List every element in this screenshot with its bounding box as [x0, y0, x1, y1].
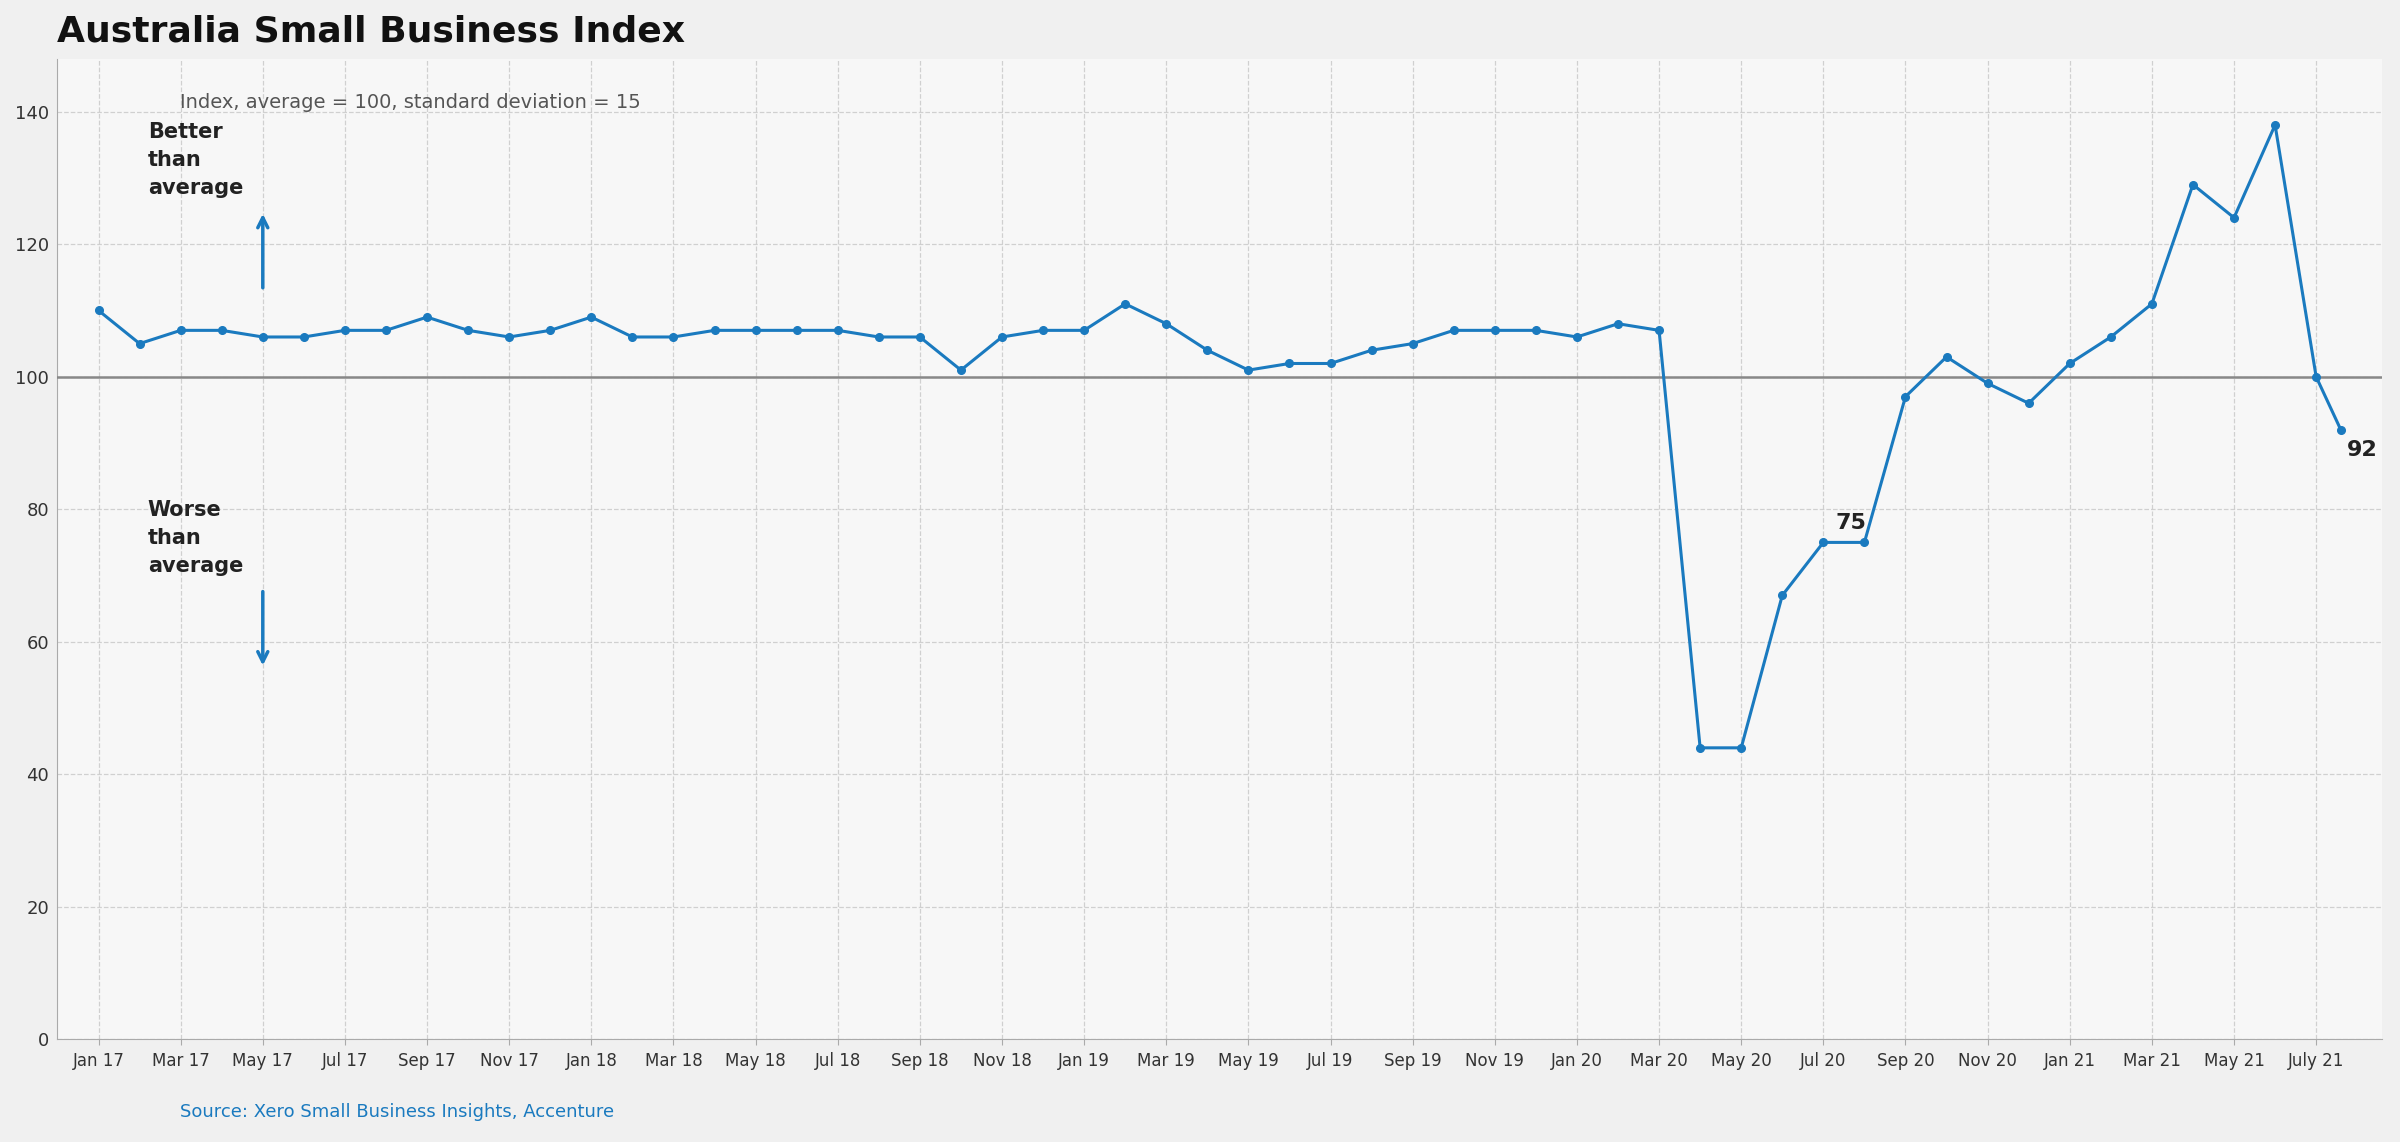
Text: 75: 75: [1836, 513, 1867, 533]
Text: Source: Xero Small Business Insights, Accenture: Source: Xero Small Business Insights, Ac…: [180, 1103, 614, 1121]
Text: Australia Small Business Index: Australia Small Business Index: [58, 15, 686, 49]
Text: Index, average = 100, standard deviation = 15: Index, average = 100, standard deviation…: [180, 94, 641, 113]
Text: Better
than
average: Better than average: [149, 122, 242, 198]
Text: Worse
than
average: Worse than average: [149, 499, 242, 576]
Text: 92: 92: [2347, 441, 2378, 460]
